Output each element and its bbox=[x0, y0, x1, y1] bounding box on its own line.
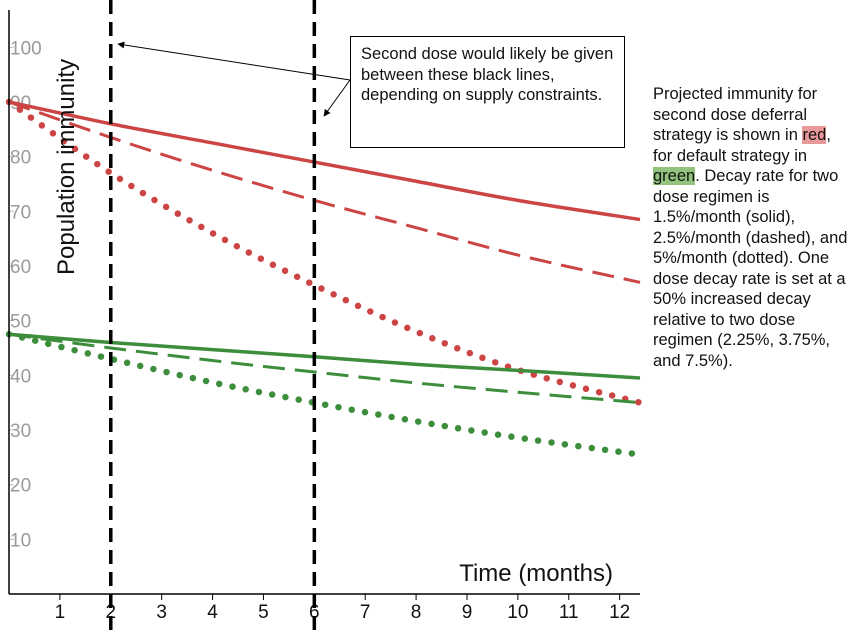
y-tick-label: 30 bbox=[10, 421, 31, 442]
x-tick-label: 3 bbox=[156, 602, 167, 623]
green-dotted-series-line bbox=[9, 334, 640, 454]
annotation-text: Second dose would likely be given betwee… bbox=[361, 45, 613, 104]
x-tick-label: 4 bbox=[207, 602, 218, 623]
y-tick-label: 70 bbox=[10, 202, 31, 223]
x-tick-label: 8 bbox=[411, 602, 422, 623]
x-tick-label: 7 bbox=[360, 602, 371, 623]
y-tick-label: 10 bbox=[10, 530, 31, 551]
y-tick-label: 20 bbox=[10, 476, 31, 497]
annotation-arrow-right bbox=[324, 80, 350, 116]
x-tick-label: 10 bbox=[507, 602, 528, 623]
annotation-box: Second dose would likely be given betwee… bbox=[350, 36, 625, 148]
green-highlight: green bbox=[653, 167, 695, 185]
x-tick-label: 11 bbox=[559, 602, 579, 623]
y-tick-label: 60 bbox=[10, 257, 31, 278]
caption-part-1: Projected immunity for second dose defer… bbox=[653, 85, 817, 144]
x-tick-label: 9 bbox=[462, 602, 473, 623]
x-axis-label: Time (months) bbox=[459, 560, 613, 587]
x-tick-label: 1 bbox=[55, 602, 66, 623]
y-tick-label: 50 bbox=[10, 312, 31, 333]
green-dashed-series-line bbox=[9, 334, 640, 402]
x-tick-label: 5 bbox=[258, 602, 269, 623]
y-tick-label: 80 bbox=[10, 148, 31, 169]
caption-text: Projected immunity for second dose defer… bbox=[653, 84, 853, 371]
x-tick-label: 12 bbox=[609, 602, 630, 623]
caption-part-3: . Decay rate for two dose regimen is 1.5… bbox=[653, 167, 847, 370]
y-tick-label: 100 bbox=[10, 38, 42, 59]
red-highlight: red bbox=[802, 126, 826, 144]
y-tick-label: 40 bbox=[10, 366, 31, 387]
y-axis-label: Population immunity bbox=[53, 59, 80, 275]
